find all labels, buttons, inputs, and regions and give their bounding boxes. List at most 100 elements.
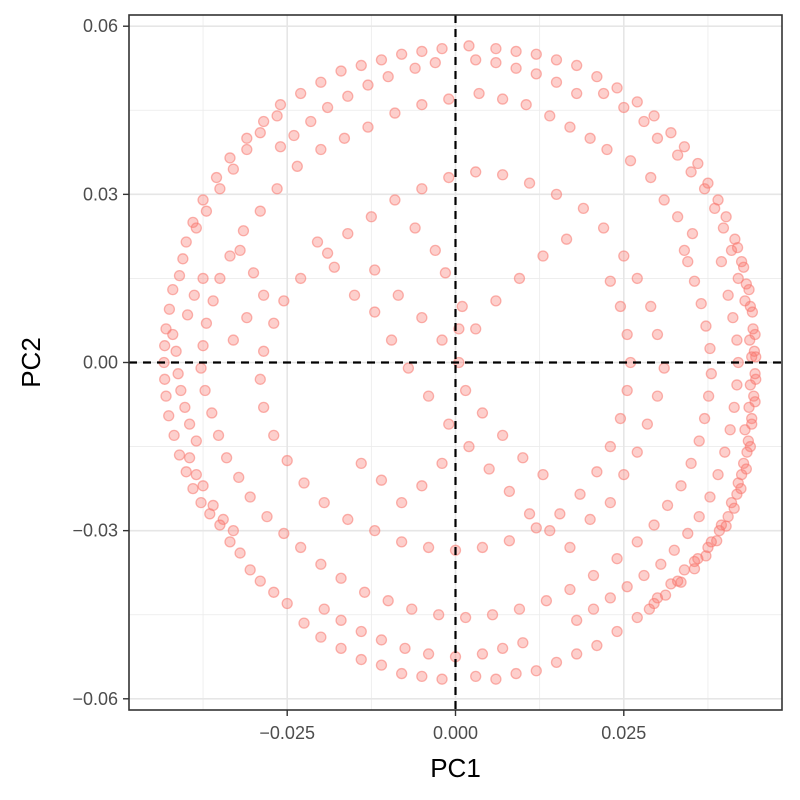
data-point: [729, 233, 741, 245]
data-point: [591, 466, 603, 478]
data-point: [709, 202, 721, 215]
data-point: [318, 496, 330, 509]
data-point: [601, 143, 613, 156]
data-point: [530, 48, 542, 60]
data-point: [422, 541, 435, 554]
data-point: [195, 496, 207, 509]
data-point: [638, 115, 650, 128]
data-point: [611, 553, 623, 565]
x-tick-label: 0.000: [433, 723, 478, 743]
data-point: [244, 564, 256, 576]
data-point: [212, 429, 225, 442]
data-point: [170, 345, 182, 357]
data-point: [274, 99, 287, 111]
data-point: [517, 452, 529, 464]
data-point: [197, 272, 209, 285]
data-point: [254, 373, 266, 385]
data-point: [503, 485, 516, 498]
data-point: [693, 510, 705, 523]
data-point: [214, 183, 226, 195]
data-point: [618, 101, 630, 114]
data-point: [597, 222, 610, 234]
data-point: [335, 642, 347, 654]
data-point: [163, 303, 176, 315]
data-point: [295, 541, 307, 554]
data-point: [720, 211, 732, 223]
data-point: [268, 317, 280, 329]
data-point: [274, 141, 287, 153]
data-point: [197, 480, 209, 492]
data-point: [355, 59, 367, 72]
data-point: [422, 390, 435, 402]
data-point: [746, 306, 759, 318]
data-point: [369, 264, 381, 276]
data-point: [311, 236, 324, 248]
data-point: [661, 499, 674, 512]
data-point: [520, 99, 532, 111]
data-point: [342, 513, 354, 526]
data-point: [281, 454, 293, 467]
data-point: [672, 149, 684, 161]
data-point: [727, 312, 739, 324]
data-point: [496, 642, 509, 654]
data-point: [517, 637, 529, 649]
data-point: [651, 132, 664, 144]
data-point: [728, 401, 740, 413]
data-point: [470, 166, 482, 178]
data-point: [638, 569, 650, 582]
data-point: [470, 54, 482, 66]
data-point: [731, 379, 743, 391]
data-point: [395, 496, 408, 509]
data-point: [496, 169, 509, 181]
data-point: [416, 312, 428, 324]
data-point: [655, 558, 667, 570]
data-point: [298, 477, 310, 489]
data-point: [167, 283, 179, 296]
data-point: [436, 334, 448, 346]
data-point: [510, 667, 522, 680]
data-point: [550, 656, 563, 669]
data-point: [604, 592, 616, 604]
data-point: [385, 334, 398, 346]
data-point: [358, 586, 371, 598]
data-point: [207, 295, 219, 307]
data-point: [195, 362, 207, 374]
data-point: [375, 54, 388, 66]
data-point: [338, 132, 351, 144]
data-point: [571, 87, 583, 100]
data-point: [688, 563, 701, 575]
data-point: [168, 429, 180, 442]
data-point: [658, 362, 670, 374]
data-point: [175, 384, 187, 397]
data-point: [362, 121, 374, 133]
data-point: [342, 90, 354, 102]
data-point: [631, 446, 643, 458]
data-point: [698, 412, 711, 425]
data-point: [530, 68, 542, 80]
data-point: [550, 54, 563, 66]
data-point: [621, 328, 633, 341]
data-point: [335, 614, 347, 626]
data-point: [735, 482, 747, 495]
data-point: [456, 300, 468, 313]
data-point: [392, 289, 404, 301]
data-point: [513, 272, 526, 285]
data-point: [584, 132, 596, 144]
data-point: [181, 309, 194, 321]
data-point: [295, 87, 307, 100]
data-point: [743, 283, 755, 296]
data-point: [382, 71, 394, 83]
data-point: [200, 317, 213, 329]
data-point: [611, 625, 623, 638]
data-point: [577, 202, 590, 215]
data-point: [167, 328, 179, 341]
data-point: [686, 227, 699, 240]
data-point: [173, 269, 186, 282]
data-point: [416, 480, 428, 492]
data-point: [369, 306, 381, 318]
data-point: [715, 255, 728, 268]
data-point: [436, 457, 448, 470]
data-point: [564, 541, 576, 554]
data-point: [190, 435, 202, 447]
data-point: [651, 328, 664, 341]
